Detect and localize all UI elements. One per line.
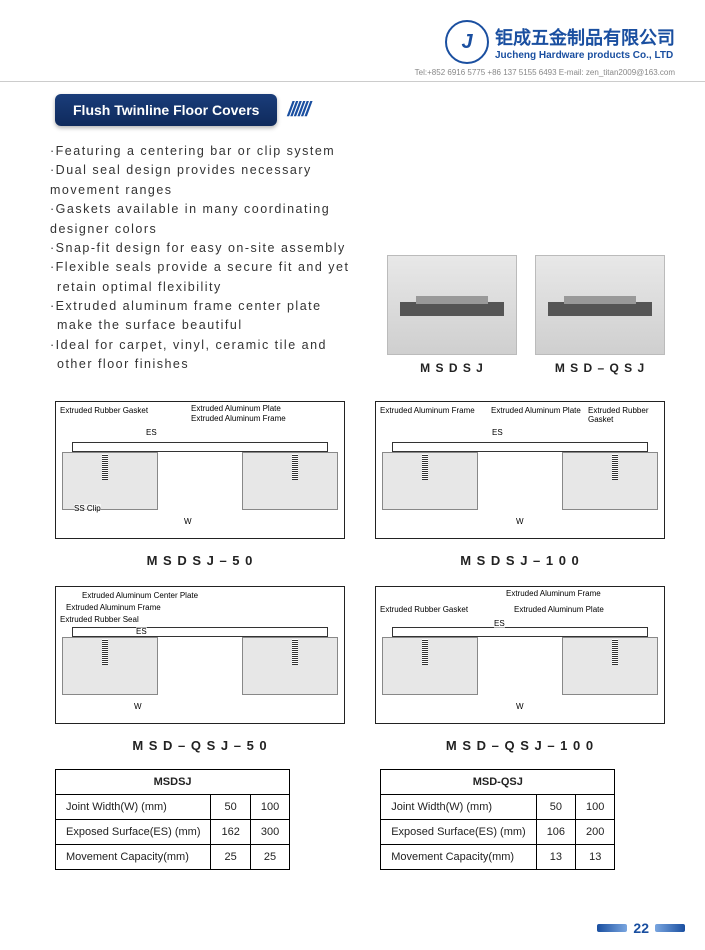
diagram-drawing: Extruded Rubber Gasket Extruded Aluminum … <box>55 401 345 539</box>
diagram-callout: Extruded Rubber Seal <box>60 615 139 624</box>
diagram-caption: M S D S J – 1 0 0 <box>375 553 665 568</box>
company-name-en: Jucheng Hardware products Co., LTD <box>495 50 675 61</box>
diagram-callout: SS Clip <box>74 504 101 513</box>
company-logo-block: J 钜成五金制品有限公司 Jucheng Hardware products C… <box>445 20 675 64</box>
spec-row-label: Exposed Surface(ES) (mm) <box>56 819 211 844</box>
product-photos: M S D S JM S D – Q S J <box>387 162 665 375</box>
title-slashes-icon: ////// <box>287 99 308 122</box>
diagram-drawing: Extruded Aluminum Center Plate Extruded A… <box>55 586 345 724</box>
spec-row-label: Movement Capacity(mm) <box>56 844 211 869</box>
diagram-callout: ES <box>494 619 505 628</box>
spec-row-value: 50 <box>211 794 250 819</box>
page-number-bar-icon <box>655 924 685 932</box>
diagram-callout: ES <box>146 428 157 437</box>
spec-row-value: 300 <box>250 819 289 844</box>
diagram-callout: W <box>516 517 524 526</box>
diagram-caption: M S D – Q S J – 5 0 <box>55 738 345 753</box>
spec-tables: MSDSJJoint Width(W) (mm)50100Exposed Sur… <box>0 763 705 876</box>
diagram-cell: Extruded Aluminum Center Plate Extruded A… <box>55 586 345 753</box>
product-photo: M S D S J <box>387 255 517 375</box>
diagram-callout: Extruded Aluminum Frame <box>191 414 286 423</box>
spec-row-value: 200 <box>576 819 615 844</box>
diagram-callout: W <box>184 517 192 526</box>
diagram-callout: Extruded Aluminum Frame <box>66 603 161 612</box>
contact-line: Tel:+852 6916 5775 +86 137 5155 6493 E-m… <box>0 68 705 82</box>
feature-line: ·Snap-fit design for easy on-site assemb… <box>50 239 377 258</box>
product-photo-label: M S D S J <box>387 361 517 375</box>
feature-line: ·Featuring a centering bar or clip syste… <box>50 142 377 161</box>
spec-row-value: 13 <box>536 844 575 869</box>
feature-line: retain optimal flexibility <box>50 278 377 297</box>
table-row: Exposed Surface(ES) (mm)162300 <box>56 819 290 844</box>
table-row: Movement Capacity(mm)2525 <box>56 844 290 869</box>
spec-table-title: MSD-QSJ <box>381 769 615 794</box>
diagram-callout: Extruded Rubber Gasket <box>60 406 148 415</box>
page-title: Flush Twinline Floor Covers <box>55 94 277 126</box>
diagram-callout: ES <box>136 627 147 636</box>
spec-table: MSDSJJoint Width(W) (mm)50100Exposed Sur… <box>55 769 290 870</box>
spec-row-label: Joint Width(W) (mm) <box>381 794 536 819</box>
product-photo-image <box>535 255 665 355</box>
page-number: 22 <box>597 920 685 936</box>
diagram-caption: M S D S J – 5 0 <box>55 553 345 568</box>
company-name-cn: 钜成五金制品有限公司 <box>495 24 675 50</box>
diagram-callout: Extruded Aluminum Center Plate <box>82 591 198 600</box>
spec-row-label: Movement Capacity(mm) <box>381 844 536 869</box>
spec-table-title: MSDSJ <box>56 769 290 794</box>
diagram-callout: Extruded Rubber Gasket <box>380 605 468 614</box>
diagram-callout: Extruded Rubber Gasket <box>588 406 664 424</box>
diagram-caption: M S D – Q S J – 1 0 0 <box>375 738 665 753</box>
feature-line: ·Ideal for carpet, vinyl, ceramic tile a… <box>50 336 377 355</box>
diagram-drawing: Extruded Aluminum Frame Extruded Aluminum… <box>375 401 665 539</box>
diagram-cell: Extruded Rubber Gasket Extruded Aluminum … <box>55 401 345 568</box>
feature-line: ·Extruded aluminum frame center plate <box>50 297 377 316</box>
spec-row-value: 13 <box>576 844 615 869</box>
diagram-callout: ES <box>492 428 503 437</box>
feature-list: ·Featuring a centering bar or clip syste… <box>50 142 377 375</box>
spec-row-value: 100 <box>576 794 615 819</box>
feature-line: ·Dual seal design provides necessary mov… <box>50 161 377 200</box>
feature-line: other floor finishes <box>50 355 377 374</box>
table-row: Exposed Surface(ES) (mm)106200 <box>381 819 615 844</box>
table-row: Joint Width(W) (mm)50100 <box>381 794 615 819</box>
spec-row-value: 25 <box>250 844 289 869</box>
diagram-callout: Extruded Aluminum Plate <box>491 406 581 415</box>
spec-row-value: 100 <box>250 794 289 819</box>
diagram-callout: Extruded Aluminum Plate <box>514 605 604 614</box>
header: J 钜成五金制品有限公司 Jucheng Hardware products C… <box>0 0 705 68</box>
page-number-bar-icon <box>597 924 627 932</box>
feature-line: ·Gaskets available in many coordinating … <box>50 200 377 239</box>
logo-icon: J <box>445 20 489 64</box>
diagram-callout: W <box>134 702 142 711</box>
diagram-cell: Extruded Aluminum Frame Extruded Rubber G… <box>375 586 665 753</box>
spec-row-label: Exposed Surface(ES) (mm) <box>381 819 536 844</box>
diagram-callout: Extruded Aluminum Frame <box>380 406 475 415</box>
diagram-drawing: Extruded Aluminum Frame Extruded Rubber G… <box>375 586 665 724</box>
title-row: Flush Twinline Floor Covers ////// <box>0 94 705 126</box>
diagram-cell: Extruded Aluminum Frame Extruded Aluminum… <box>375 401 665 568</box>
company-text: 钜成五金制品有限公司 Jucheng Hardware products Co.… <box>495 24 675 61</box>
spec-row-label: Joint Width(W) (mm) <box>56 794 211 819</box>
diagram-callout: W <box>516 702 524 711</box>
product-photo-image <box>387 255 517 355</box>
spec-row-value: 162 <box>211 819 250 844</box>
spec-row-value: 50 <box>536 794 575 819</box>
feature-line: make the surface beautiful <box>50 316 377 335</box>
feature-area: ·Featuring a centering bar or clip syste… <box>0 142 705 375</box>
product-photo-label: M S D – Q S J <box>535 361 665 375</box>
product-photo: M S D – Q S J <box>535 255 665 375</box>
diagram-grid: Extruded Rubber GasketExtruded Aluminum … <box>0 375 705 763</box>
feature-line: ·Flexible seals provide a secure fit and… <box>50 258 377 277</box>
spec-table: MSD-QSJJoint Width(W) (mm)50100Exposed S… <box>380 769 615 870</box>
diagram-callout: Extruded Aluminum Frame <box>506 589 601 598</box>
spec-row-value: 106 <box>536 819 575 844</box>
spec-row-value: 25 <box>211 844 250 869</box>
table-row: Joint Width(W) (mm)50100 <box>56 794 290 819</box>
diagram-callout: Extruded Aluminum Plate <box>191 404 281 413</box>
table-row: Movement Capacity(mm)1313 <box>381 844 615 869</box>
page-number-value: 22 <box>633 920 649 936</box>
